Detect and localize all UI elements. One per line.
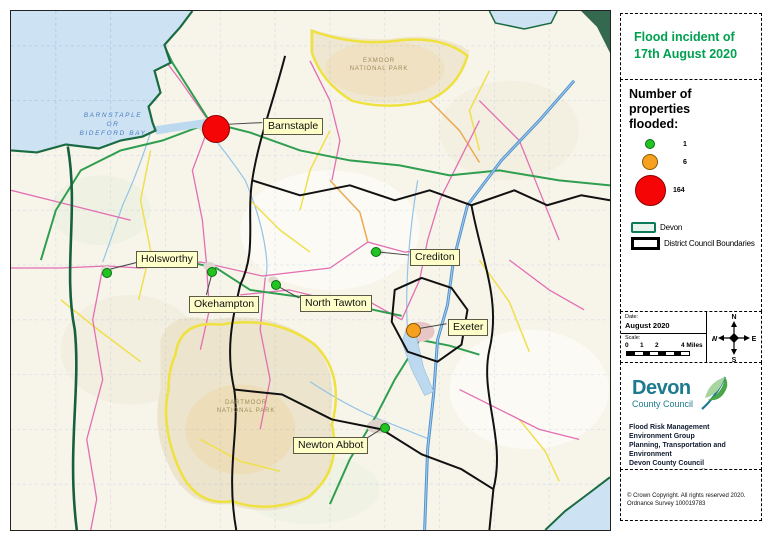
address-line: Environment Group <box>629 433 695 440</box>
legend-value: 164 <box>673 187 685 194</box>
compass-s: S <box>732 357 737 363</box>
town-label-holsworthy: Holsworthy <box>136 251 198 268</box>
town-label-crediton: Crediton <box>410 249 460 266</box>
date-cell: Date: August 2020 <box>621 312 706 334</box>
flood-marker-crediton <box>371 247 381 257</box>
red-circle-icon <box>634 175 666 206</box>
date-label: Date: <box>625 314 639 320</box>
dartmoor-park-label: DARTMOOR NATIONAL PARK <box>216 400 276 414</box>
scale-tick: 4 Miles <box>681 342 703 349</box>
devon-county-council-logo: Devon County Council <box>628 370 756 416</box>
date-scale-column: Date: August 2020 Scale: 0 1 2 4 Miles <box>621 312 707 362</box>
address-line: Planning, Transportation and Environment <box>629 442 726 458</box>
exmoor-park-label: EXMOOR NATIONAL PARK <box>349 58 409 72</box>
legend-item-6: 6 <box>629 154 755 170</box>
town-label-north-tawton: North Tawton <box>300 295 372 312</box>
scale-tick: 0 <box>625 342 629 349</box>
scale-label: Scale: <box>625 335 641 341</box>
flood-marker-okehampton <box>207 267 217 277</box>
compass-e: E <box>752 336 756 343</box>
legend-item-164: 164 <box>629 175 755 206</box>
leaf-icon <box>701 376 728 410</box>
logo-subtitle: County Council <box>632 398 694 409</box>
organisation-box: Devon County Council Flood Risk Manageme… <box>620 362 762 485</box>
address-line: Flood Risk Management <box>629 424 710 431</box>
legend-box: Number of properties flooded: 1 6 164 De… <box>620 79 762 312</box>
flood-marker-north-tawton <box>271 280 281 290</box>
sea-name-label: BARNSTAPLE OR BIDEFORD BAY <box>79 112 147 137</box>
map-side-panel: Flood incident of 17th August 2020 Numbe… <box>620 13 762 533</box>
district-boundary-swatch-icon <box>631 237 660 250</box>
compass-cell: N S W E <box>707 312 761 363</box>
basemap-drawing <box>11 11 610 530</box>
flood-marker-exeter <box>406 323 421 338</box>
legend-item-devon: Devon <box>629 222 755 233</box>
date-scale-box: Date: August 2020 Scale: 0 1 2 4 Miles <box>620 311 762 363</box>
date-value: August 2020 <box>625 321 670 330</box>
flood-marker-barnstaple <box>202 115 230 143</box>
logo-title: Devon <box>632 376 691 399</box>
boundary-legend: Devon District Council Boundaries <box>629 222 755 250</box>
legend-label: Devon <box>660 223 683 232</box>
town-label-barnstaple: Barnstaple <box>263 118 324 135</box>
scale-ruler-icon <box>626 351 690 356</box>
town-label-exeter: Exeter <box>448 319 489 336</box>
compass-rose-icon: N S W E <box>712 314 756 363</box>
legend-item-district-boundaries: District Council Boundaries <box>629 237 755 250</box>
scale-cell: Scale: 0 1 2 4 Miles <box>621 334 706 362</box>
legend-value: 1 <box>683 140 687 148</box>
title-box: Flood incident of 17th August 2020 <box>620 13 762 80</box>
scale-bar: 0 1 2 4 Miles <box>625 342 703 360</box>
devon-boundary-swatch-icon <box>631 222 656 233</box>
flood-marker-newton-abbot <box>380 423 390 433</box>
map-canvas: BARNSTAPLE OR BIDEFORD BAY EXMOOR NATION… <box>10 10 611 531</box>
copyright-line: Ordnance Survey 100019783 <box>627 501 706 507</box>
scale-tick: 1 <box>640 342 644 349</box>
orange-circle-icon <box>642 154 658 170</box>
compass-n: N <box>731 314 736 321</box>
scale-tick: 2 <box>655 342 659 349</box>
legend-label: District Council Boundaries <box>664 239 755 248</box>
green-circle-icon <box>645 139 655 149</box>
copyright-box: © Crown Copyright. All rights reserved 2… <box>620 469 762 521</box>
compass-w: W <box>712 336 718 343</box>
legend-item-1: 1 <box>629 139 755 149</box>
town-label-newton-abbot: Newton Abbot <box>293 437 369 454</box>
town-label-okehampton: Okehampton <box>189 296 260 313</box>
legend-heading: Number of properties flooded: <box>629 87 692 131</box>
address-line: Devon County Council <box>629 460 705 467</box>
flood-marker-holsworthy <box>102 268 112 278</box>
map-title: Flood incident of 17th August 2020 <box>634 30 738 61</box>
legend-value: 6 <box>683 158 687 166</box>
copyright-line: © Crown Copyright. All rights reserved 2… <box>627 493 746 499</box>
